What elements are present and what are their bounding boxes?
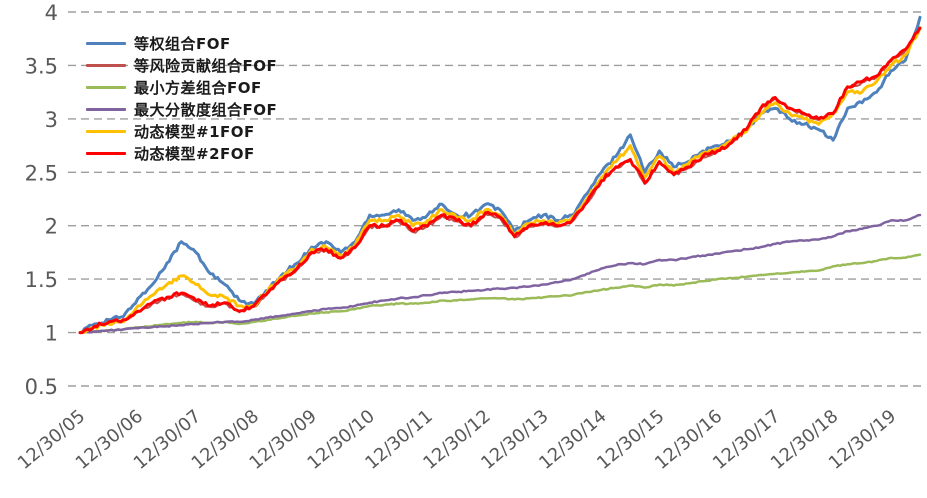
y-tick-label: 1.5 [25,268,58,292]
legend-line-swatch [86,86,126,89]
legend-line-swatch [86,108,126,111]
legend-line-swatch [86,64,126,67]
legend-label: 动态模型#1FOF [134,123,255,141]
y-tick-label: 0.5 [25,375,58,399]
series-line-4 [78,26,922,335]
legend-item-dynamic-model-2-fof: 动态模型#2FOF [86,144,277,163]
y-tick-label: 2 [45,215,58,239]
y-tick-label: 2.5 [25,161,58,185]
chart-legend: 等权组合FOF 等风险贡献组合FOF 最小方差组合FOF 最大分散度组合FOF 动态模型… [86,34,277,163]
legend-item-equal-weight-fof: 等权组合FOF [86,34,277,53]
series-line-0 [78,15,922,335]
series-line-3 [78,213,922,334]
y-tick-label: 1 [45,322,58,346]
legend-item-equal-risk-contribution-fof: 等风险贡献组合FOF [86,56,277,75]
legend-label: 最小方差组合FOF [134,79,262,97]
legend-item-max-diversification-fof: 最大分散度组合FOF [86,100,277,119]
legend-line-swatch [86,42,126,45]
legend-line-swatch [86,130,126,133]
y-tick-label: 4 [45,1,58,25]
series-line-5 [78,26,922,335]
legend-item-dynamic-model-1-fof: 动态模型#1FOF [86,122,277,141]
y-tick-label: 3.5 [25,54,58,78]
legend-label: 最大分散度组合FOF [134,101,278,119]
y-tick-label: 3 [45,108,58,132]
legend-label: 动态模型#2FOF [134,145,255,163]
legend-label: 等风险贡献组合FOF [134,57,278,75]
legend-line-swatch [86,152,126,155]
legend-label: 等权组合FOF [134,35,231,53]
legend-item-min-variance-fof: 最小方差组合FOF [86,78,277,97]
